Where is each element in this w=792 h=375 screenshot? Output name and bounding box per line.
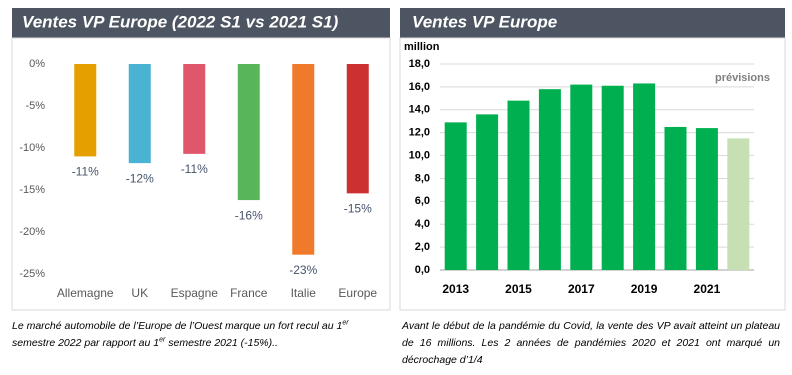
- bar: [74, 64, 97, 157]
- bar: [570, 84, 593, 270]
- chart-title: Ventes VP Europe: [412, 12, 557, 31]
- y-tick-label: 14,0: [409, 104, 430, 116]
- y-tick-label: -25%: [19, 268, 45, 280]
- y-tick-label: 2,0: [415, 241, 430, 253]
- y-axis-label: million: [404, 41, 440, 53]
- data-label: -11%: [72, 165, 99, 179]
- bar: [476, 114, 499, 270]
- caption-text: Le marché automobile de l’Europe de l’Ou…: [12, 320, 343, 332]
- bar: [601, 85, 624, 270]
- y-tick-label: 6,0: [415, 195, 430, 207]
- caption-text: semestre 2021 (-15%)..: [165, 337, 278, 349]
- data-label: -15%: [344, 202, 372, 216]
- bar: [292, 64, 315, 255]
- header-bg: [12, 8, 390, 38]
- y-tick-label: -5%: [25, 100, 45, 112]
- x-tick-label: Allemagne: [57, 286, 114, 300]
- x-tick-label: Espagne: [171, 286, 219, 300]
- bar: [727, 138, 750, 270]
- caption: Avant le début de la pandémie du Covid, …: [402, 318, 780, 369]
- x-tick-label: UK: [131, 286, 148, 300]
- y-tick-label: 18,0: [409, 58, 430, 70]
- y-tick-label: 10,0: [409, 149, 430, 161]
- x-tick-label: 2019: [631, 282, 658, 296]
- y-tick-label: -15%: [19, 184, 45, 196]
- bar: [128, 64, 151, 164]
- x-tick-label: 2013: [442, 282, 469, 296]
- x-tick-label: Europe: [338, 286, 377, 300]
- y-tick-label: -20%: [19, 226, 45, 238]
- data-label: -23%: [289, 263, 317, 277]
- y-tick-label: 0,0: [415, 264, 430, 276]
- y-tick-label: 8,0: [415, 172, 430, 184]
- bar: [346, 64, 369, 194]
- x-tick-label: 2017: [568, 282, 595, 296]
- data-label: -11%: [181, 162, 208, 176]
- bar: [538, 89, 561, 270]
- x-tick-label: Italie: [291, 286, 317, 300]
- x-tick-label: 2021: [694, 282, 721, 296]
- data-label: -12%: [126, 171, 154, 185]
- header-bg: [400, 8, 785, 38]
- y-tick-label: 12,0: [409, 127, 430, 139]
- caption-text: Avant le début de la pandémie du Covid, …: [402, 320, 780, 366]
- y-tick-label: 16,0: [409, 81, 430, 93]
- bar: [695, 128, 718, 270]
- bar: [507, 100, 530, 270]
- bar: [237, 64, 260, 201]
- caption-sup: er: [159, 336, 166, 344]
- data-label: -16%: [235, 208, 263, 222]
- caption-text: semestre 2022 par rapport au 1: [12, 337, 160, 349]
- y-tick-label: 0%: [29, 58, 45, 70]
- bar: [633, 83, 656, 270]
- chart-title: Ventes VP Europe (2022 S1 vs 2021 S1): [22, 12, 339, 31]
- bar: [664, 126, 687, 270]
- bar: [183, 64, 206, 154]
- y-tick-label: 4,0: [415, 218, 430, 230]
- x-tick-label: 2015: [505, 282, 532, 296]
- caption-sup: er: [342, 319, 349, 327]
- y-tick-label: -10%: [19, 142, 45, 154]
- x-tick-label: France: [230, 286, 268, 300]
- annotation: prévisions: [715, 72, 770, 84]
- bar: [444, 122, 467, 270]
- caption: Le marché automobile de l’Europe de l’Ou…: [12, 318, 392, 352]
